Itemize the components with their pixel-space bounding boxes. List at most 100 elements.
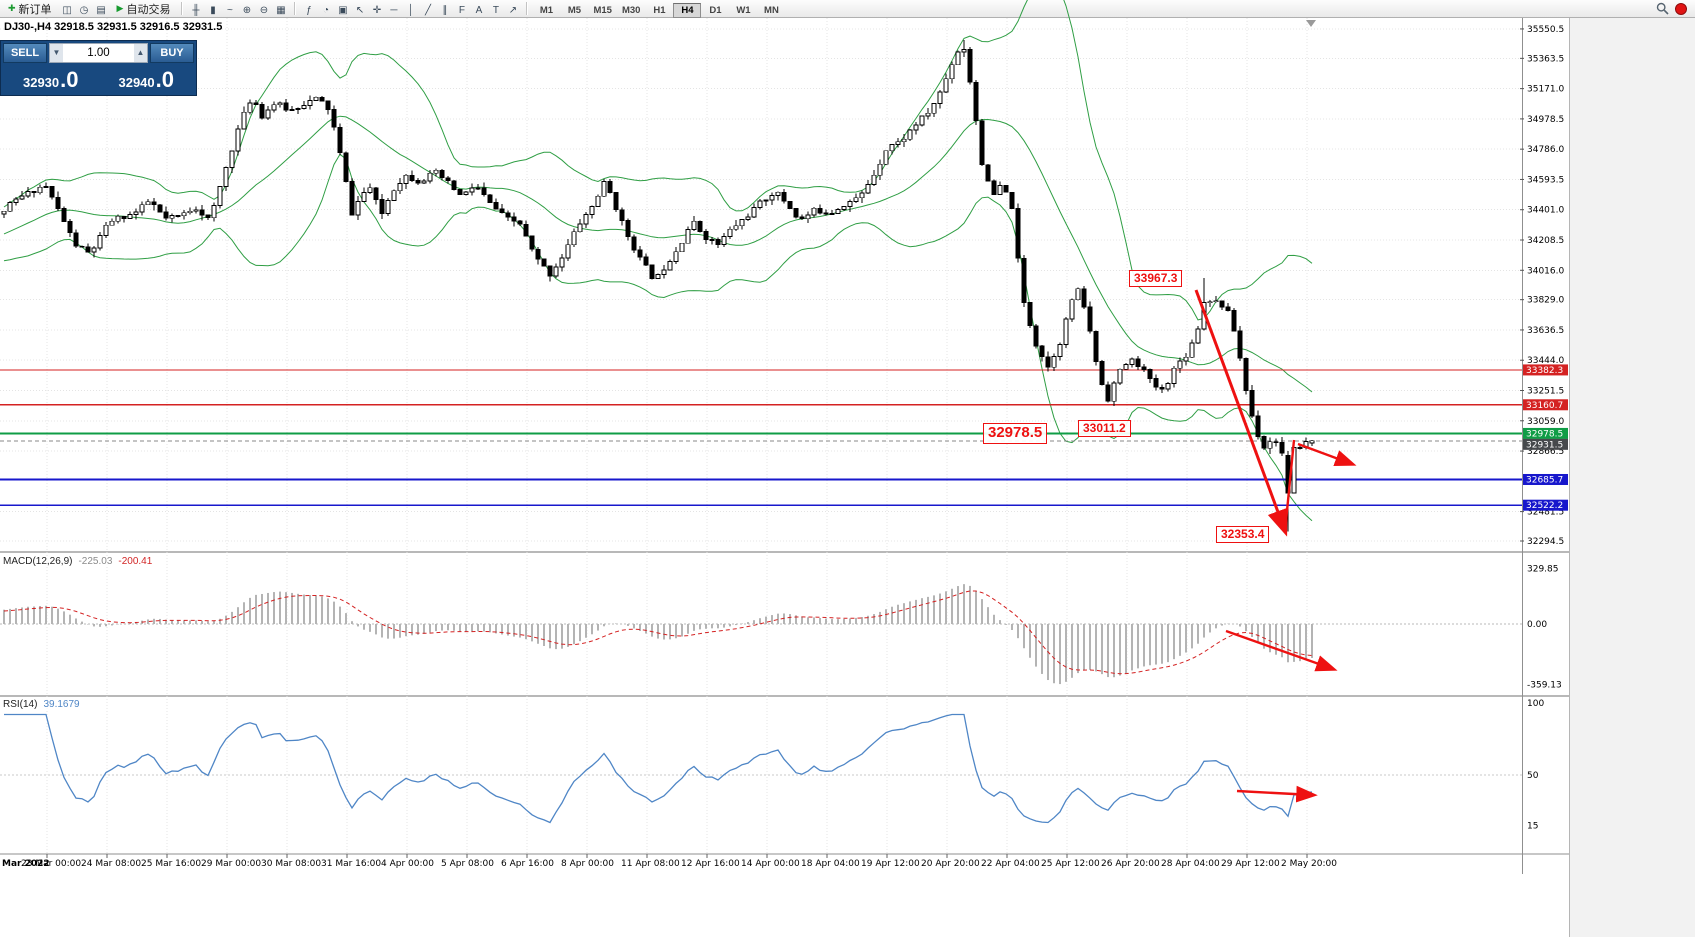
horizontal-line-icon[interactable]: ─ — [390, 4, 398, 16]
macd-signal-value: -200.41 — [118, 556, 153, 567]
chart-icon-group: ◫ ◷ ▤ — [59, 0, 110, 18]
toolbar-separator — [181, 2, 183, 15]
svg-text:35171.0: 35171.0 — [1527, 85, 1564, 95]
timeframe-mn-button[interactable]: MN — [764, 4, 779, 16]
text-icon[interactable]: A — [475, 4, 483, 16]
search-icon[interactable] — [1656, 2, 1669, 15]
rsi-panel — [0, 713, 1522, 824]
cursor-icon[interactable]: ↖ — [355, 4, 365, 16]
svg-text:32522.2: 32522.2 — [1526, 501, 1563, 511]
sell-price-pips: .0 — [60, 67, 79, 92]
buy-price[interactable]: 32940.0 — [99, 67, 195, 93]
buy-price-pips: .0 — [155, 67, 174, 92]
tile-windows-icon[interactable]: ▦ — [276, 4, 286, 16]
swing-low-label[interactable]: 32353.4 — [1216, 526, 1270, 543]
timeframe-d1-button[interactable]: D1 — [709, 4, 722, 16]
timeframe-h1-button[interactable]: H1 — [653, 4, 666, 16]
volume-decrease-icon[interactable]: ▼ — [50, 44, 63, 62]
svg-text:23 Mar 00:00: 23 Mar 00:00 — [21, 859, 81, 869]
svg-text:33829.0: 33829.0 — [1527, 296, 1564, 306]
volume-value[interactable]: 1.00 — [87, 47, 110, 59]
svg-text:28 Apr 04:00: 28 Apr 04:00 — [1161, 859, 1220, 869]
timeframe-m30-button[interactable]: M30 — [621, 4, 641, 16]
timeframe-w1-button[interactable]: W1 — [736, 4, 751, 16]
svg-text:25 Mar 16:00: 25 Mar 16:00 — [141, 859, 201, 869]
support-level-label[interactable]: 32978.5 — [983, 423, 1048, 444]
svg-text:32685.7: 32685.7 — [1526, 475, 1563, 485]
auto-trading-icon: ▶ — [116, 3, 124, 13]
candlestick-chart-icon[interactable]: ▮ — [210, 4, 216, 16]
svg-text:24 Mar 08:00: 24 Mar 08:00 — [81, 859, 141, 869]
timeframe-toolbar: M1 M5 M15 M30 H1 H4 D1 W1 MN — [532, 0, 785, 18]
periods-icon[interactable]: ◔ — [322, 4, 329, 16]
record-icon[interactable] — [1675, 2, 1687, 15]
view-icon-group: ╫ ▮ ~ ⊕ ⊖ ▦ — [187, 0, 289, 18]
svg-text:34978.5: 34978.5 — [1527, 115, 1564, 125]
svg-text:34016.0: 34016.0 — [1527, 266, 1564, 276]
timeframe-h4-button[interactable]: H4 — [673, 2, 702, 18]
label-icon[interactable]: T — [492, 4, 500, 16]
chart-plot-area[interactable]: 35550.5 35363.5 35171.0 34978.5 34786.0 34593… — [0, 0, 1569, 937]
vertical-line-icon[interactable]: │ — [407, 4, 415, 16]
timeframe-m1-button[interactable]: M1 — [539, 4, 554, 16]
svg-text:18 Apr 04:00: 18 Apr 04:00 — [801, 859, 860, 869]
svg-text:12 Apr 16:00: 12 Apr 16:00 — [681, 859, 740, 869]
arrows-icon[interactable]: ↗ — [508, 4, 518, 16]
one-click-trading-panel: SELL ▼ 1.00 ▲ BUY 32930.0 32940.0 — [0, 40, 197, 96]
auto-trading-label: 自动交易 — [126, 3, 171, 16]
breakdown-level-label[interactable]: 33011.2 — [1078, 420, 1131, 437]
alerts-icon[interactable]: ◷ — [79, 4, 89, 16]
templates-icon[interactable]: ▣ — [338, 4, 348, 16]
svg-text:25 Apr 12:00: 25 Apr 12:00 — [1041, 859, 1100, 869]
sell-price[interactable]: 32930.0 — [3, 67, 99, 93]
workspace-background — [1569, 18, 1695, 937]
timeframe-m15-button[interactable]: M15 — [593, 4, 612, 16]
sell-button[interactable]: SELL — [3, 43, 47, 63]
macd-indicator-label: MACD(12,26,9) -225.03 -200.41 — [3, 556, 153, 567]
news-icon[interactable]: ▤ — [96, 4, 106, 16]
zoom-out-icon[interactable]: ⊖ — [259, 4, 269, 16]
trend-arrows[interactable] — [1194, 289, 1357, 803]
svg-text:8 Apr 00:00: 8 Apr 00:00 — [561, 859, 614, 869]
new-order-button[interactable]: ✚ 新订单 — [2, 1, 58, 17]
toolbar-right-group — [1656, 2, 1693, 15]
zoom-in-icon[interactable]: ⊕ — [242, 4, 252, 16]
macd-panel — [0, 584, 1522, 685]
line-chart-icon[interactable]: ~ — [227, 4, 233, 16]
svg-text:33059.0: 33059.0 — [1527, 417, 1564, 427]
svg-text:34786.0: 34786.0 — [1527, 145, 1564, 155]
svg-text:33382.3: 33382.3 — [1526, 366, 1563, 376]
svg-text:50: 50 — [1527, 771, 1539, 781]
macd-title: MACD(12,26,9) — [3, 556, 73, 567]
svg-text:329.85: 329.85 — [1527, 565, 1559, 575]
toolbar-separator — [526, 2, 528, 15]
timeframe-m5-button[interactable]: M5 — [567, 4, 582, 16]
svg-text:2 May 20:00: 2 May 20:00 — [1281, 859, 1337, 869]
price-axis[interactable]: 35550.5 35363.5 35171.0 34978.5 34786.0 34593… — [1520, 25, 1568, 831]
svg-text:0.00: 0.00 — [1527, 620, 1547, 630]
svg-text:33444.0: 33444.0 — [1527, 356, 1564, 366]
swing-high-label[interactable]: 33967.3 — [1129, 270, 1183, 287]
channel-icon[interactable]: ∥ — [442, 4, 448, 16]
volume-input[interactable]: ▼ 1.00 ▲ — [49, 43, 148, 63]
bar-chart-icon[interactable]: ╫ — [192, 4, 200, 16]
auto-trading-button[interactable]: ▶ 自动交易 — [111, 1, 177, 17]
volume-increase-icon[interactable]: ▲ — [134, 44, 147, 62]
rsi-value: 39.1679 — [43, 699, 80, 710]
tick-chart-icon[interactable]: ◫ — [62, 4, 72, 16]
price-level-lines[interactable] — [0, 369, 1522, 507]
trendline-icon[interactable]: ╱ — [424, 4, 431, 16]
svg-text:35550.5: 35550.5 — [1527, 25, 1564, 35]
chart-shift-marker[interactable] — [1306, 20, 1316, 27]
svg-text:34401.0: 34401.0 — [1527, 206, 1564, 216]
sell-price-main: 32930 — [22, 75, 60, 90]
macd-main-value: -225.03 — [78, 556, 113, 567]
crosshair-icon[interactable]: ✛ — [372, 4, 382, 16]
indicators-icon[interactable]: ƒ — [306, 4, 312, 16]
fibonacci-icon[interactable]: F — [458, 4, 466, 16]
main-toolbar: ✚ 新订单 ◫ ◷ ▤ ▶ 自动交易 ╫ ▮ ~ ⊕ ⊖ ▦ ƒ ◔ ▣ ↖ ✛ ─ │ ╱ ∥ F A T ↗ M1… — [0, 0, 1695, 18]
svg-text:30 Mar 08:00: 30 Mar 08:00 — [261, 859, 321, 869]
buy-button[interactable]: BUY — [150, 43, 194, 63]
